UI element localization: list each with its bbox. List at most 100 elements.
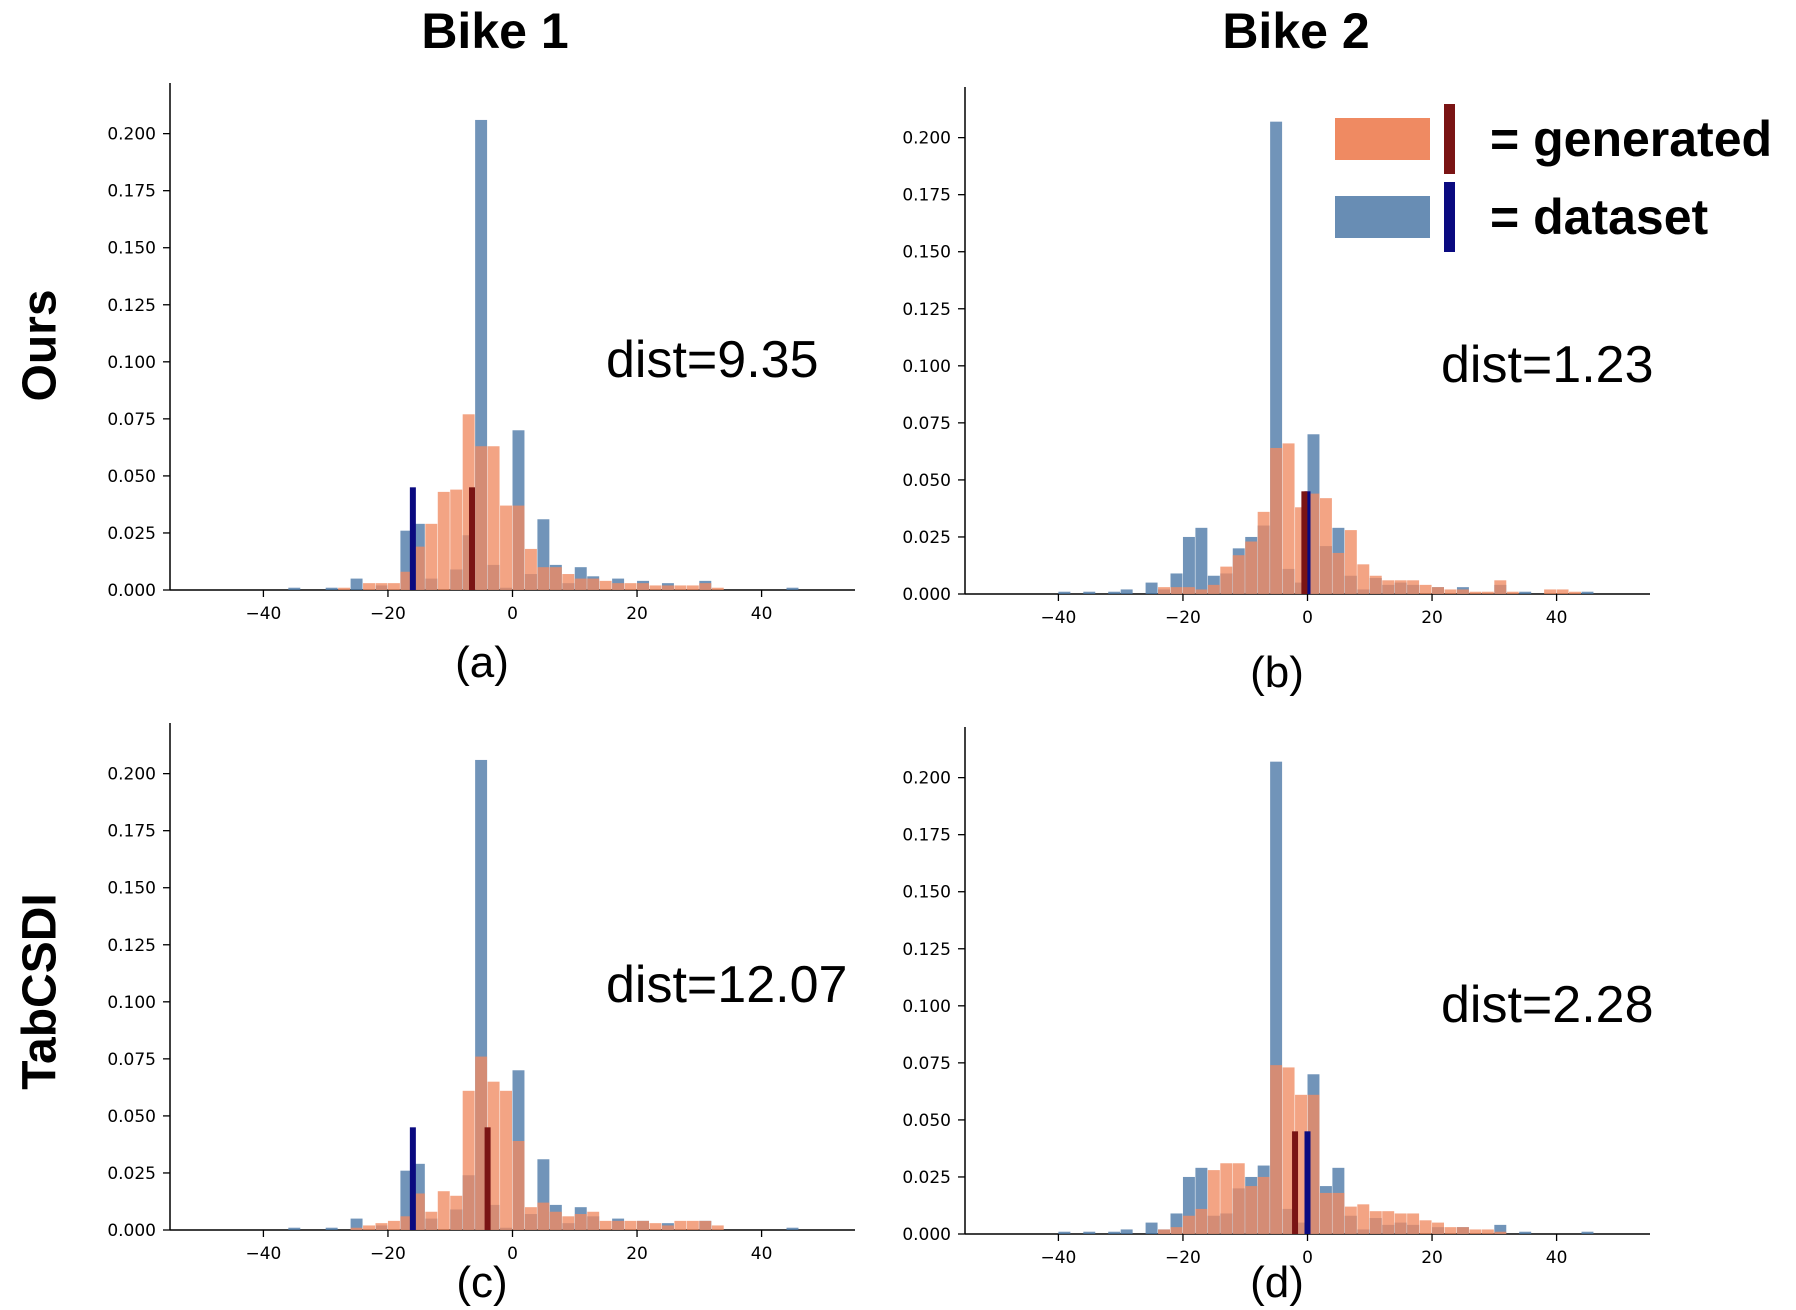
generated-histogram-bar [512, 1141, 525, 1230]
x-tick-label: 0 [1302, 1248, 1313, 1268]
histogram-panel-a: 0.000 0.025 0.050 0.075 0.100 0.125 0.150 0.175… [107, 83, 855, 624]
y-tick-label: 0.175 [902, 186, 951, 206]
y-tick-label: 0.150 [107, 879, 156, 899]
generated-histogram-bar [1432, 1222, 1444, 1234]
generated-mean-line [1301, 491, 1308, 594]
y-tick-label: 0.175 [902, 826, 951, 846]
generated-histogram-bar [699, 1220, 712, 1230]
dataset-histogram-bar [1145, 1222, 1158, 1234]
y-tick-label: 0.100 [902, 357, 951, 377]
legend-dataset-label: = dataset [1490, 189, 1709, 245]
generated-histogram-bar [1307, 493, 1320, 594]
caption-a: (a) [455, 638, 509, 687]
y-tick-label: 0.075 [107, 410, 156, 430]
generated-histogram-bar [387, 583, 400, 590]
caption-d: (d) [1250, 1258, 1304, 1307]
generated-histogram-bar [475, 1056, 488, 1230]
dataset-histogram-bar [786, 1227, 799, 1230]
generated-histogram-bar [487, 446, 500, 590]
generated-histogram-bar [624, 583, 637, 590]
dataset-histogram-bar [350, 1218, 363, 1230]
dataset-histogram-bar [786, 587, 799, 590]
generated-histogram-bar [1456, 589, 1469, 594]
y-tick-label: 0.075 [902, 1054, 951, 1074]
generated-histogram-bar [350, 1227, 363, 1230]
generated-histogram-bar [1481, 591, 1494, 594]
dataset-mean-line [409, 487, 416, 590]
generated-histogram-bar [574, 578, 587, 590]
x-tick-label: 0 [507, 604, 518, 624]
generated-histogram-bar [637, 1220, 649, 1230]
generated-histogram-bar [1182, 587, 1195, 594]
generated-histogram-bar [1319, 1192, 1332, 1234]
dataset-histogram-bar [288, 1227, 301, 1230]
generated-histogram-bar [425, 1211, 438, 1230]
generated-histogram-bar [1232, 555, 1245, 594]
generated-mean-line [484, 1127, 491, 1230]
generated-histogram-bar [500, 505, 512, 590]
generated-histogram-bar [437, 491, 450, 590]
generated-histogram-bar [524, 548, 537, 590]
generated-histogram-bar [487, 1081, 500, 1230]
y-tick-label: 0.200 [107, 125, 156, 145]
generated-histogram-bar [1257, 511, 1270, 594]
x-tick-label: −20 [370, 604, 406, 624]
generated-histogram-bar [537, 567, 550, 590]
dataset-histogram-bar [537, 1159, 550, 1230]
generated-histogram-bar [562, 1216, 575, 1230]
generated-histogram-bar [1270, 447, 1283, 594]
generated-histogram-bar [475, 446, 488, 590]
y-tick-label: 0.200 [902, 129, 951, 149]
generated-histogram-bar [1357, 564, 1370, 594]
generated-histogram-bar [1407, 1213, 1420, 1234]
x-tick-label: 20 [626, 604, 648, 624]
generated-histogram-bar [450, 1195, 463, 1230]
dist-annotation-a: dist=9.35 [606, 331, 819, 389]
dataset-histogram-bar [1270, 121, 1283, 594]
dataset-histogram-bar [325, 1227, 338, 1230]
generated-histogram-bar [400, 571, 413, 590]
generated-histogram-bar [1207, 584, 1220, 594]
generated-histogram-bar [1407, 580, 1420, 594]
generated-histogram-bar [1319, 498, 1332, 594]
legend-generated-label: = generated [1490, 111, 1773, 167]
generated-mean-line [1292, 1131, 1299, 1234]
x-tick-label: 0 [507, 1244, 518, 1264]
generated-histogram-bar [649, 585, 662, 590]
histogram-panel-b: 0.000 0.025 0.050 0.075 0.100 0.125 0.150 0.175… [902, 87, 1650, 628]
dataset-histogram-bar [1120, 589, 1133, 594]
generated-histogram-bar [400, 1216, 413, 1230]
generated-histogram-bar [537, 1202, 550, 1230]
caption-b: (b) [1250, 648, 1304, 697]
generated-histogram-bar [1494, 580, 1507, 594]
dataset-histogram-bar [1195, 1167, 1208, 1234]
dataset-mean-line [1304, 1131, 1311, 1234]
generated-histogram-bar [363, 583, 375, 590]
dataset-histogram-bar [325, 587, 338, 590]
generated-histogram-bar [674, 585, 687, 590]
y-tick-label: 0.150 [107, 239, 156, 259]
generated-histogram-bar [1195, 1208, 1208, 1234]
dataset-histogram-bar [1170, 1213, 1183, 1234]
generated-histogram-bar [674, 1220, 687, 1230]
generated-histogram-bar [1295, 1094, 1307, 1234]
generated-histogram-bar [686, 1220, 699, 1230]
legend-generated-hist-swatch [1335, 118, 1430, 160]
generated-histogram-bar [1444, 589, 1457, 594]
generated-histogram-bar [1195, 589, 1208, 594]
dataset-histogram-bar [1058, 1231, 1071, 1234]
dataset-histogram-bar [1083, 591, 1096, 594]
generated-histogram-bar [1456, 1227, 1469, 1234]
y-tick-label: 0.150 [902, 883, 951, 903]
x-tick-label: 40 [1546, 1248, 1568, 1268]
y-tick-label: 0.100 [107, 993, 156, 1013]
x-tick-label: 40 [751, 604, 773, 624]
generated-histogram-bar [1357, 1204, 1370, 1234]
generated-histogram-bar [500, 1090, 512, 1230]
dataset-histogram-bar [1581, 591, 1594, 594]
dataset-histogram-bar [475, 759, 488, 1230]
y-tick-label: 0.175 [107, 822, 156, 842]
generated-histogram-bar [1170, 587, 1183, 594]
generated-histogram-bar [1245, 541, 1258, 594]
generated-histogram-bar [1332, 1192, 1345, 1234]
